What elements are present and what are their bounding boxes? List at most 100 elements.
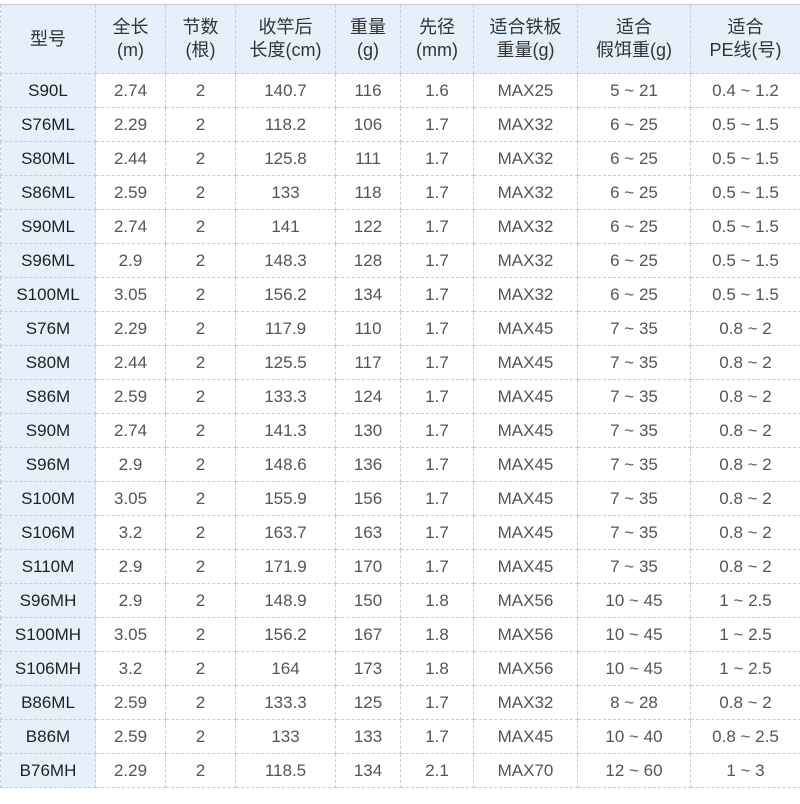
table-cell: 6 ~ 25: [578, 176, 691, 210]
table-cell: 2.9: [96, 244, 166, 278]
table-cell: MAX45: [474, 448, 578, 482]
column-header-line: 全长: [113, 17, 149, 37]
column-header: 先径(mm): [401, 5, 474, 74]
table-cell: 1 ~ 2.5: [691, 584, 800, 618]
model-cell: S76M: [1, 312, 96, 346]
table-cell: 118.2: [236, 108, 336, 142]
table-cell: 0.8 ~ 2: [691, 448, 800, 482]
table-cell: 125: [336, 686, 401, 720]
table-cell: 2.9: [96, 448, 166, 482]
table-cell: MAX32: [474, 142, 578, 176]
table-cell: 2.44: [96, 142, 166, 176]
table-cell: 3.2: [96, 652, 166, 686]
table-cell: 12 ~ 60: [578, 754, 691, 788]
table-cell: 1.7: [401, 278, 474, 312]
model-cell: S106M: [1, 516, 96, 550]
table-cell: MAX56: [474, 618, 578, 652]
table-cell: MAX70: [474, 754, 578, 788]
table-cell: MAX45: [474, 312, 578, 346]
table-cell: 7 ~ 35: [578, 346, 691, 380]
table-cell: 110: [336, 312, 401, 346]
table-cell: 7 ~ 35: [578, 414, 691, 448]
table-cell: 2.1: [401, 754, 474, 788]
table-cell: 117: [336, 346, 401, 380]
table-cell: 0.5 ~ 1.5: [691, 244, 800, 278]
column-header-line: (根): [186, 40, 216, 60]
table-cell: 111: [336, 142, 401, 176]
table-cell: 134: [336, 278, 401, 312]
table-cell: 2: [166, 346, 236, 380]
table-cell: MAX25: [474, 74, 578, 108]
table-cell: 1.6: [401, 74, 474, 108]
model-cell: S100ML: [1, 278, 96, 312]
column-header: 型号: [1, 5, 96, 74]
table-cell: 1 ~ 3: [691, 754, 800, 788]
table-cell: 7 ~ 35: [578, 516, 691, 550]
table-cell: 10 ~ 45: [578, 618, 691, 652]
table-cell: 10 ~ 45: [578, 652, 691, 686]
table-cell: 0.8 ~ 2: [691, 312, 800, 346]
spec-table: 型号全长(m)节数(根)收竿后长度(cm)重量(g)先径(mm)适合铁板重量(g…: [0, 4, 800, 788]
table-cell: MAX32: [474, 244, 578, 278]
table-cell: 133: [336, 720, 401, 754]
table-cell: 10 ~ 45: [578, 584, 691, 618]
table-cell: 170: [336, 550, 401, 584]
column-header: 节数(根): [166, 5, 236, 74]
table-cell: 2.74: [96, 74, 166, 108]
table-cell: 0.8 ~ 2: [691, 550, 800, 584]
table-cell: 7 ~ 35: [578, 482, 691, 516]
table-cell: 1.7: [401, 142, 474, 176]
table-cell: 1.7: [401, 244, 474, 278]
table-cell: 2.29: [96, 312, 166, 346]
table-cell: 2: [166, 618, 236, 652]
table-cell: 8 ~ 28: [578, 686, 691, 720]
table-cell: 117.9: [236, 312, 336, 346]
table-cell: 2: [166, 652, 236, 686]
table-cell: 1.7: [401, 346, 474, 380]
model-cell: S76ML: [1, 108, 96, 142]
model-cell: B76MH: [1, 754, 96, 788]
table-cell: 0.5 ~ 1.5: [691, 142, 800, 176]
model-cell: S106MH: [1, 652, 96, 686]
table-cell: 133.3: [236, 686, 336, 720]
table-cell: 122: [336, 210, 401, 244]
table-cell: 156.2: [236, 618, 336, 652]
model-cell: S90L: [1, 74, 96, 108]
model-cell: S86M: [1, 380, 96, 414]
column-header-line: (g): [357, 40, 379, 60]
table-cell: 148.9: [236, 584, 336, 618]
table-cell: 1.7: [401, 108, 474, 142]
table-cell: MAX56: [474, 652, 578, 686]
column-header-line: 适合: [728, 17, 764, 37]
table-cell: 141: [236, 210, 336, 244]
model-cell: S96M: [1, 448, 96, 482]
model-cell: S80M: [1, 346, 96, 380]
table-cell: 163.7: [236, 516, 336, 550]
table-cell: 3.05: [96, 618, 166, 652]
table-cell: 141.3: [236, 414, 336, 448]
table-cell: 2.59: [96, 720, 166, 754]
table-cell: 0.8 ~ 2: [691, 380, 800, 414]
model-cell: S100M: [1, 482, 96, 516]
table-cell: MAX45: [474, 550, 578, 584]
column-header: 适合假饵重(g): [578, 5, 691, 74]
table-cell: 128: [336, 244, 401, 278]
model-cell: S80ML: [1, 142, 96, 176]
table-cell: MAX32: [474, 278, 578, 312]
table-cell: 2: [166, 448, 236, 482]
model-cell: S90M: [1, 414, 96, 448]
table-cell: MAX45: [474, 380, 578, 414]
table-cell: 0.5 ~ 1.5: [691, 210, 800, 244]
table-cell: 2: [166, 176, 236, 210]
